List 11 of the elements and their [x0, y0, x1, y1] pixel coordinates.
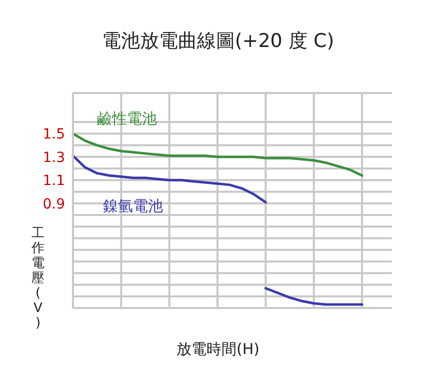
line-series [264, 286, 364, 306]
y-tick-label: 1.1 [42, 173, 65, 190]
y-tick-label: 0.9 [42, 196, 65, 212]
line-series [72, 132, 364, 177]
y-tick-label: 1.3 [42, 150, 65, 166]
series-label: 鹼性電池 [97, 109, 158, 128]
y-axis-title: 工作電壓(V) [30, 226, 46, 331]
x-axis-title: 放電時間(H) [176, 340, 260, 359]
y-tick-label: 1.5 [42, 126, 65, 143]
series-label: 鎳氫電池 [103, 197, 164, 216]
chart-title: 電池放電曲線圖(+20 度 C) [100, 29, 336, 54]
